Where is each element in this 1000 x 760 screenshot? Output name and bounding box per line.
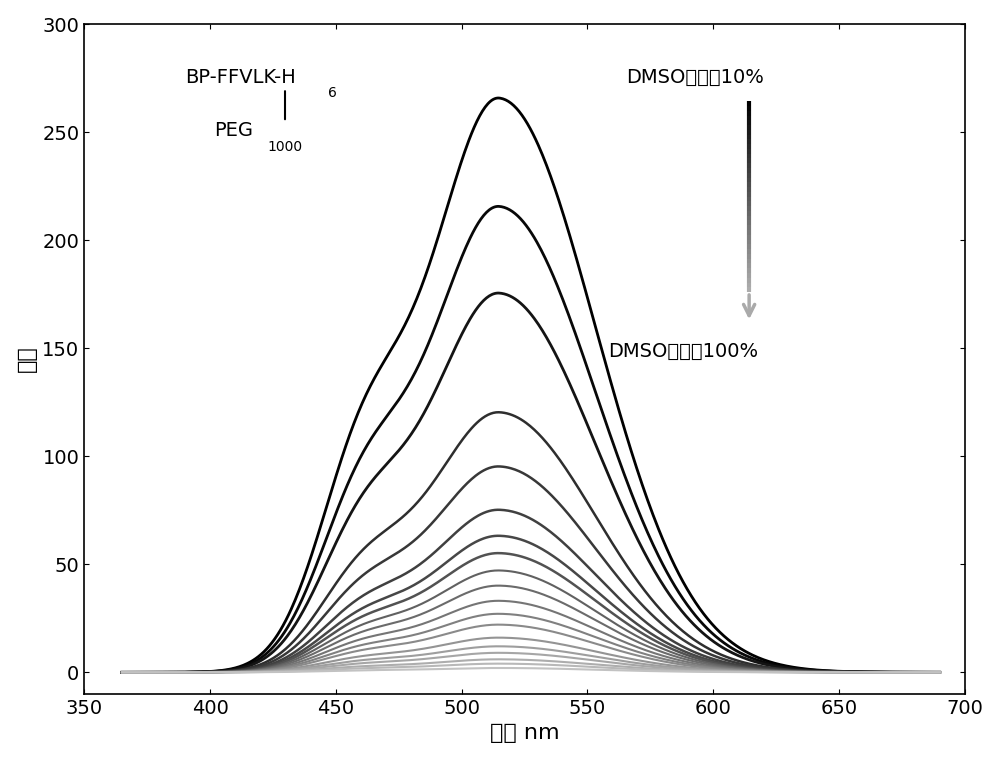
Text: BP-FFVLK-H: BP-FFVLK-H <box>185 68 296 87</box>
Text: 1000: 1000 <box>267 140 303 154</box>
Text: PEG: PEG <box>215 122 254 141</box>
Text: 6: 6 <box>328 87 337 100</box>
Y-axis label: 强度: 强度 <box>17 346 37 372</box>
Text: DMSO体积比10%: DMSO体积比10% <box>626 68 764 87</box>
X-axis label: 波长 nm: 波长 nm <box>490 724 559 743</box>
Text: DMSO体积比100%: DMSO体积比100% <box>608 342 758 361</box>
